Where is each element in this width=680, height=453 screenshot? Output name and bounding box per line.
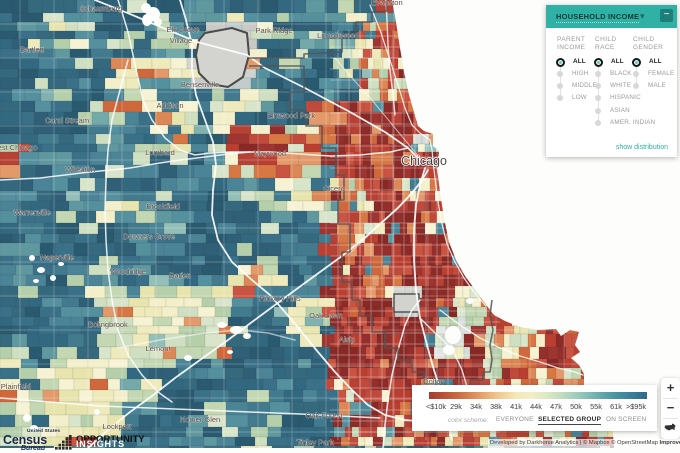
svg-text:Darien: Darien — [169, 271, 191, 280]
svg-text:Oak Lawn: Oak Lawn — [309, 311, 343, 320]
svg-text:Bartlett: Bartlett — [20, 45, 45, 54]
svg-text:Bensenville: Bensenville — [181, 80, 219, 89]
svg-text:Cicero: Cicero — [323, 184, 345, 193]
svg-text:Elmwood Park: Elmwood Park — [267, 111, 316, 120]
svg-text:Naperville: Naperville — [40, 253, 73, 262]
svg-text:Lemont: Lemont — [145, 344, 171, 353]
svg-text:Dolton: Dolton — [423, 377, 445, 386]
svg-text:Downers Grove: Downers Grove — [123, 232, 175, 241]
svg-text:Park Ridge: Park Ridge — [255, 26, 292, 35]
svg-text:Wheaton: Wheaton — [65, 165, 95, 174]
svg-text:Oak Forest: Oak Forest — [305, 411, 343, 420]
svg-text:Schaumburg: Schaumburg — [80, 4, 123, 13]
svg-text:Warrenville: Warrenville — [13, 208, 50, 217]
svg-text:Elk Grove: Elk Grove — [167, 25, 200, 34]
svg-text:Maywood: Maywood — [254, 149, 286, 158]
svg-text:Homer Glen: Homer Glen — [180, 415, 220, 424]
svg-text:Lombard: Lombard — [145, 148, 175, 157]
svg-text:Carol Stream: Carol Stream — [45, 116, 89, 125]
svg-text:West Chicago: West Chicago — [0, 143, 37, 152]
svg-text:Village: Village — [170, 36, 192, 45]
svg-text:Bolingbrook: Bolingbrook — [88, 320, 128, 329]
svg-text:Chicago: Chicago — [401, 154, 447, 168]
svg-text:Lockport: Lockport — [103, 422, 133, 431]
svg-text:Plainfield: Plainfield — [1, 382, 31, 391]
svg-text:Tinley Park: Tinley Park — [296, 438, 333, 447]
svg-text:Hickory Hills: Hickory Hills — [259, 294, 301, 303]
svg-text:Woodridge: Woodridge — [110, 267, 146, 276]
svg-text:Addison: Addison — [156, 101, 183, 110]
svg-text:Evanston: Evanston — [371, 0, 402, 7]
svg-text:Lincolnwood: Lincolnwood — [317, 31, 359, 40]
svg-text:Brookfield: Brookfield — [146, 202, 179, 211]
svg-text:Alsip: Alsip — [339, 335, 355, 344]
